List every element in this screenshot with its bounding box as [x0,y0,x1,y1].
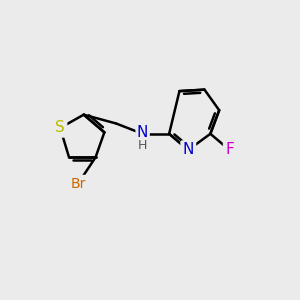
Text: Br: Br [70,177,85,191]
Text: F: F [225,142,234,158]
Text: N: N [137,125,148,140]
Text: H: H [138,139,147,152]
Text: N: N [183,142,194,158]
Text: S: S [55,120,65,135]
